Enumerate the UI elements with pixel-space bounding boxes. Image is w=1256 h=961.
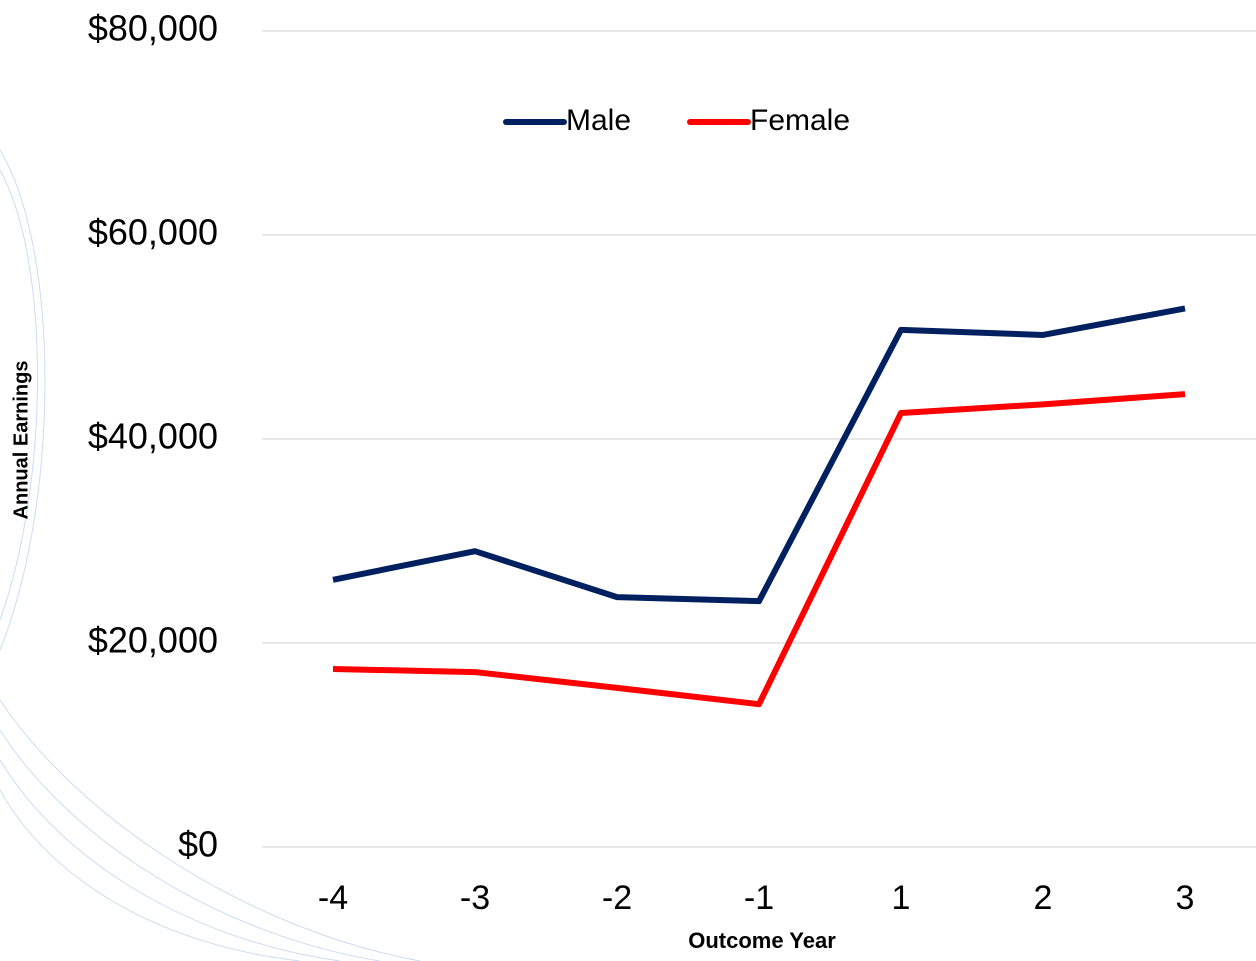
x-tick-label: -3	[460, 879, 490, 917]
line-series	[332, 391, 1186, 708]
x-tick-label: 3	[1176, 879, 1195, 917]
y-axis-label: Annual Earnings	[10, 361, 32, 520]
line-series	[332, 305, 1186, 605]
x-axis-label: Outcome Year	[688, 928, 836, 953]
legend-label: Male	[566, 104, 631, 137]
x-tick-label: -4	[318, 879, 348, 917]
legend-label: Female	[750, 104, 850, 137]
y-tick-label: $20,000	[88, 620, 218, 661]
y-tick-label: $40,000	[88, 416, 218, 457]
background-swirl	[0, 149, 421, 961]
x-tick-label: -2	[602, 879, 632, 917]
y-tick-label: $0	[178, 824, 218, 865]
x-tick-label: 1	[892, 879, 911, 917]
y-tick-label: $60,000	[88, 212, 218, 253]
x-tick-label: -1	[744, 879, 774, 917]
x-tick-label: 2	[1034, 879, 1053, 917]
y-tick-label: $80,000	[88, 8, 218, 49]
